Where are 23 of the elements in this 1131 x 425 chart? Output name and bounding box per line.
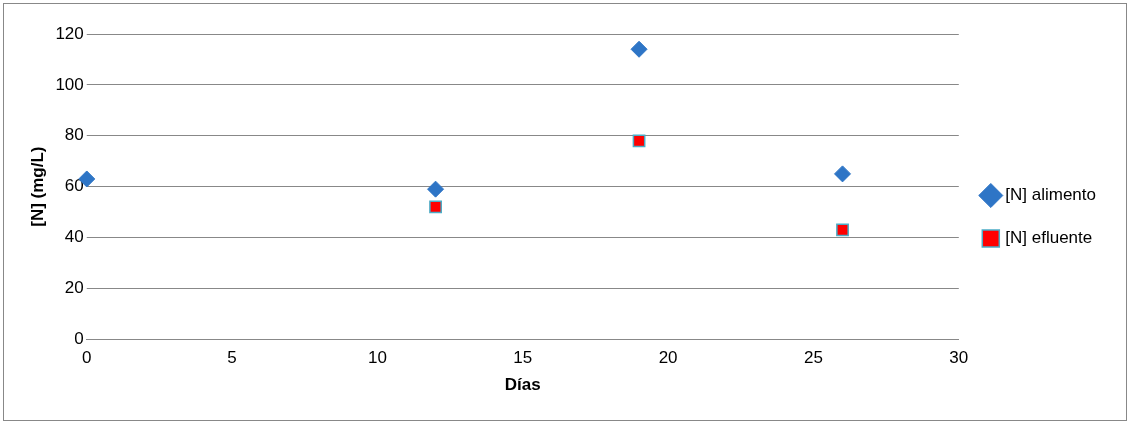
x-tick-label: 25	[804, 348, 823, 368]
legend-label: [N] efluente	[1005, 228, 1093, 248]
y-tick-label: 20	[64, 278, 84, 298]
x-tick-label: 10	[367, 348, 387, 368]
y-tick-label: 40	[64, 227, 84, 247]
point	[834, 165, 852, 183]
x-tick-label: 30	[949, 348, 969, 368]
point	[630, 40, 648, 58]
x-axis-title: Días	[504, 375, 541, 395]
y-tick-label: 0	[74, 328, 84, 348]
point	[632, 134, 646, 148]
y-tick-label: 120	[55, 23, 84, 43]
y-tick-label: 80	[64, 125, 84, 145]
legend-label: [N] alimento	[1005, 185, 1096, 205]
y-tick-label: 60	[64, 176, 84, 196]
x-tick-label: 15	[513, 348, 533, 368]
point	[429, 200, 442, 214]
point	[836, 223, 849, 237]
y-tick-label: 100	[55, 74, 84, 94]
point	[427, 180, 445, 198]
x-tick-label: 20	[658, 348, 678, 368]
x-tick-label: 5	[227, 348, 237, 368]
y-axis-title: [N] (mg/L)	[27, 146, 47, 227]
